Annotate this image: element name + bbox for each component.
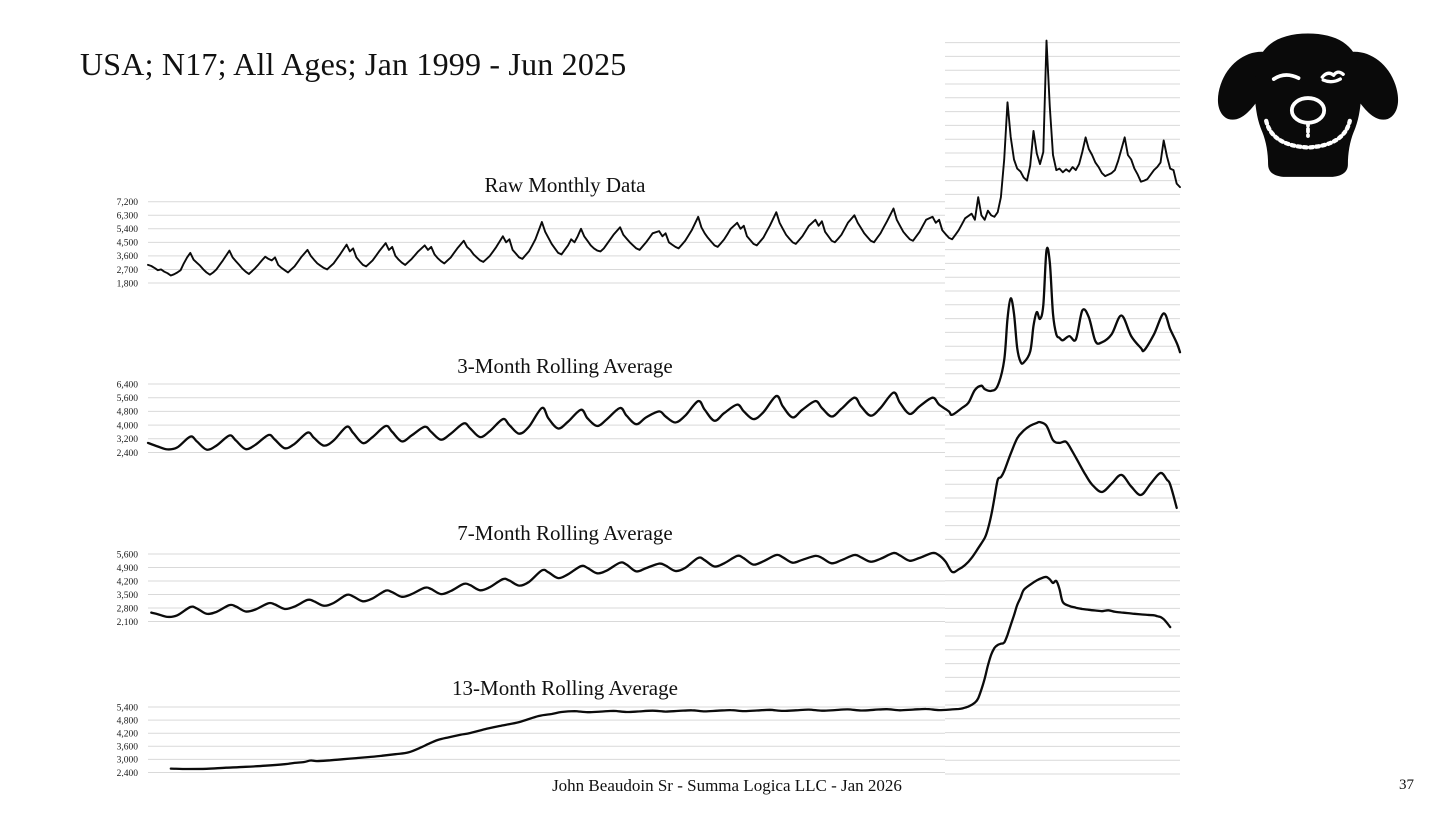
chart-title-3-month: 3-Month Rolling Average — [457, 354, 673, 378]
dog-smile — [1264, 118, 1352, 150]
y-tick-label: 4,800 — [117, 408, 139, 418]
y-tick-label: 3,600 — [117, 743, 139, 753]
y-tick-label: 3,000 — [117, 756, 139, 766]
series-line-4 — [169, 575, 1172, 771]
y-tick-label: 6,400 — [117, 380, 139, 390]
y-tick-label: 2,400 — [117, 769, 139, 779]
page-number: 37 — [1399, 777, 1414, 793]
y-tick-label: 5,600 — [117, 394, 139, 404]
dog-logo — [1217, 33, 1399, 177]
y-tick-label: 4,500 — [117, 239, 139, 249]
y-tick-label: 4,000 — [117, 421, 139, 431]
y-tick-label: 5,400 — [117, 225, 139, 235]
y-tick-label: 4,800 — [117, 716, 139, 726]
y-tick-label: 2,800 — [117, 604, 139, 614]
series-line-3 — [150, 420, 1178, 619]
y-tick-label: 5,600 — [117, 550, 139, 560]
label-crop-mask — [96, 776, 146, 789]
y-tick-label: 2,400 — [117, 449, 139, 459]
slide-title: USA; N17; All Ages; Jan 1999 - Jun 2025 — [80, 46, 627, 82]
series-line-2 — [146, 246, 1182, 451]
y-tick-label: 3,200 — [117, 435, 139, 445]
y-tick-label: 4,900 — [117, 564, 139, 574]
chart-title-raw-monthly: Raw Monthly Data — [484, 173, 646, 197]
series-line-1 — [147, 39, 1181, 277]
y-tick-label: 6,300 — [117, 212, 139, 222]
y-tick-label: 4,200 — [117, 577, 139, 587]
y-tick-label: 3,500 — [117, 591, 139, 601]
dog-wink-eye — [1271, 73, 1301, 81]
dog-nose — [1289, 96, 1327, 125]
y-tick-label: 1,800 — [117, 279, 139, 289]
y-tick-label: 4,200 — [117, 730, 139, 740]
dog-open-eye — [1320, 70, 1345, 84]
footer-credit: John Beaudoin Sr - Summa Logica LLC - Ja… — [552, 776, 902, 795]
label-crop-mask — [96, 625, 146, 638]
y-tick-label: 2,100 — [117, 618, 139, 628]
chart-title-13-month: 13-Month Rolling Average — [452, 676, 678, 700]
y-tick-label: 3,600 — [117, 252, 139, 262]
y-tick-label: 7,200 — [117, 198, 139, 208]
chart-title-7-month: 7-Month Rolling Average — [457, 521, 673, 545]
y-tick-label: 5,400 — [117, 703, 139, 713]
y-tick-label: 2,700 — [117, 266, 139, 276]
